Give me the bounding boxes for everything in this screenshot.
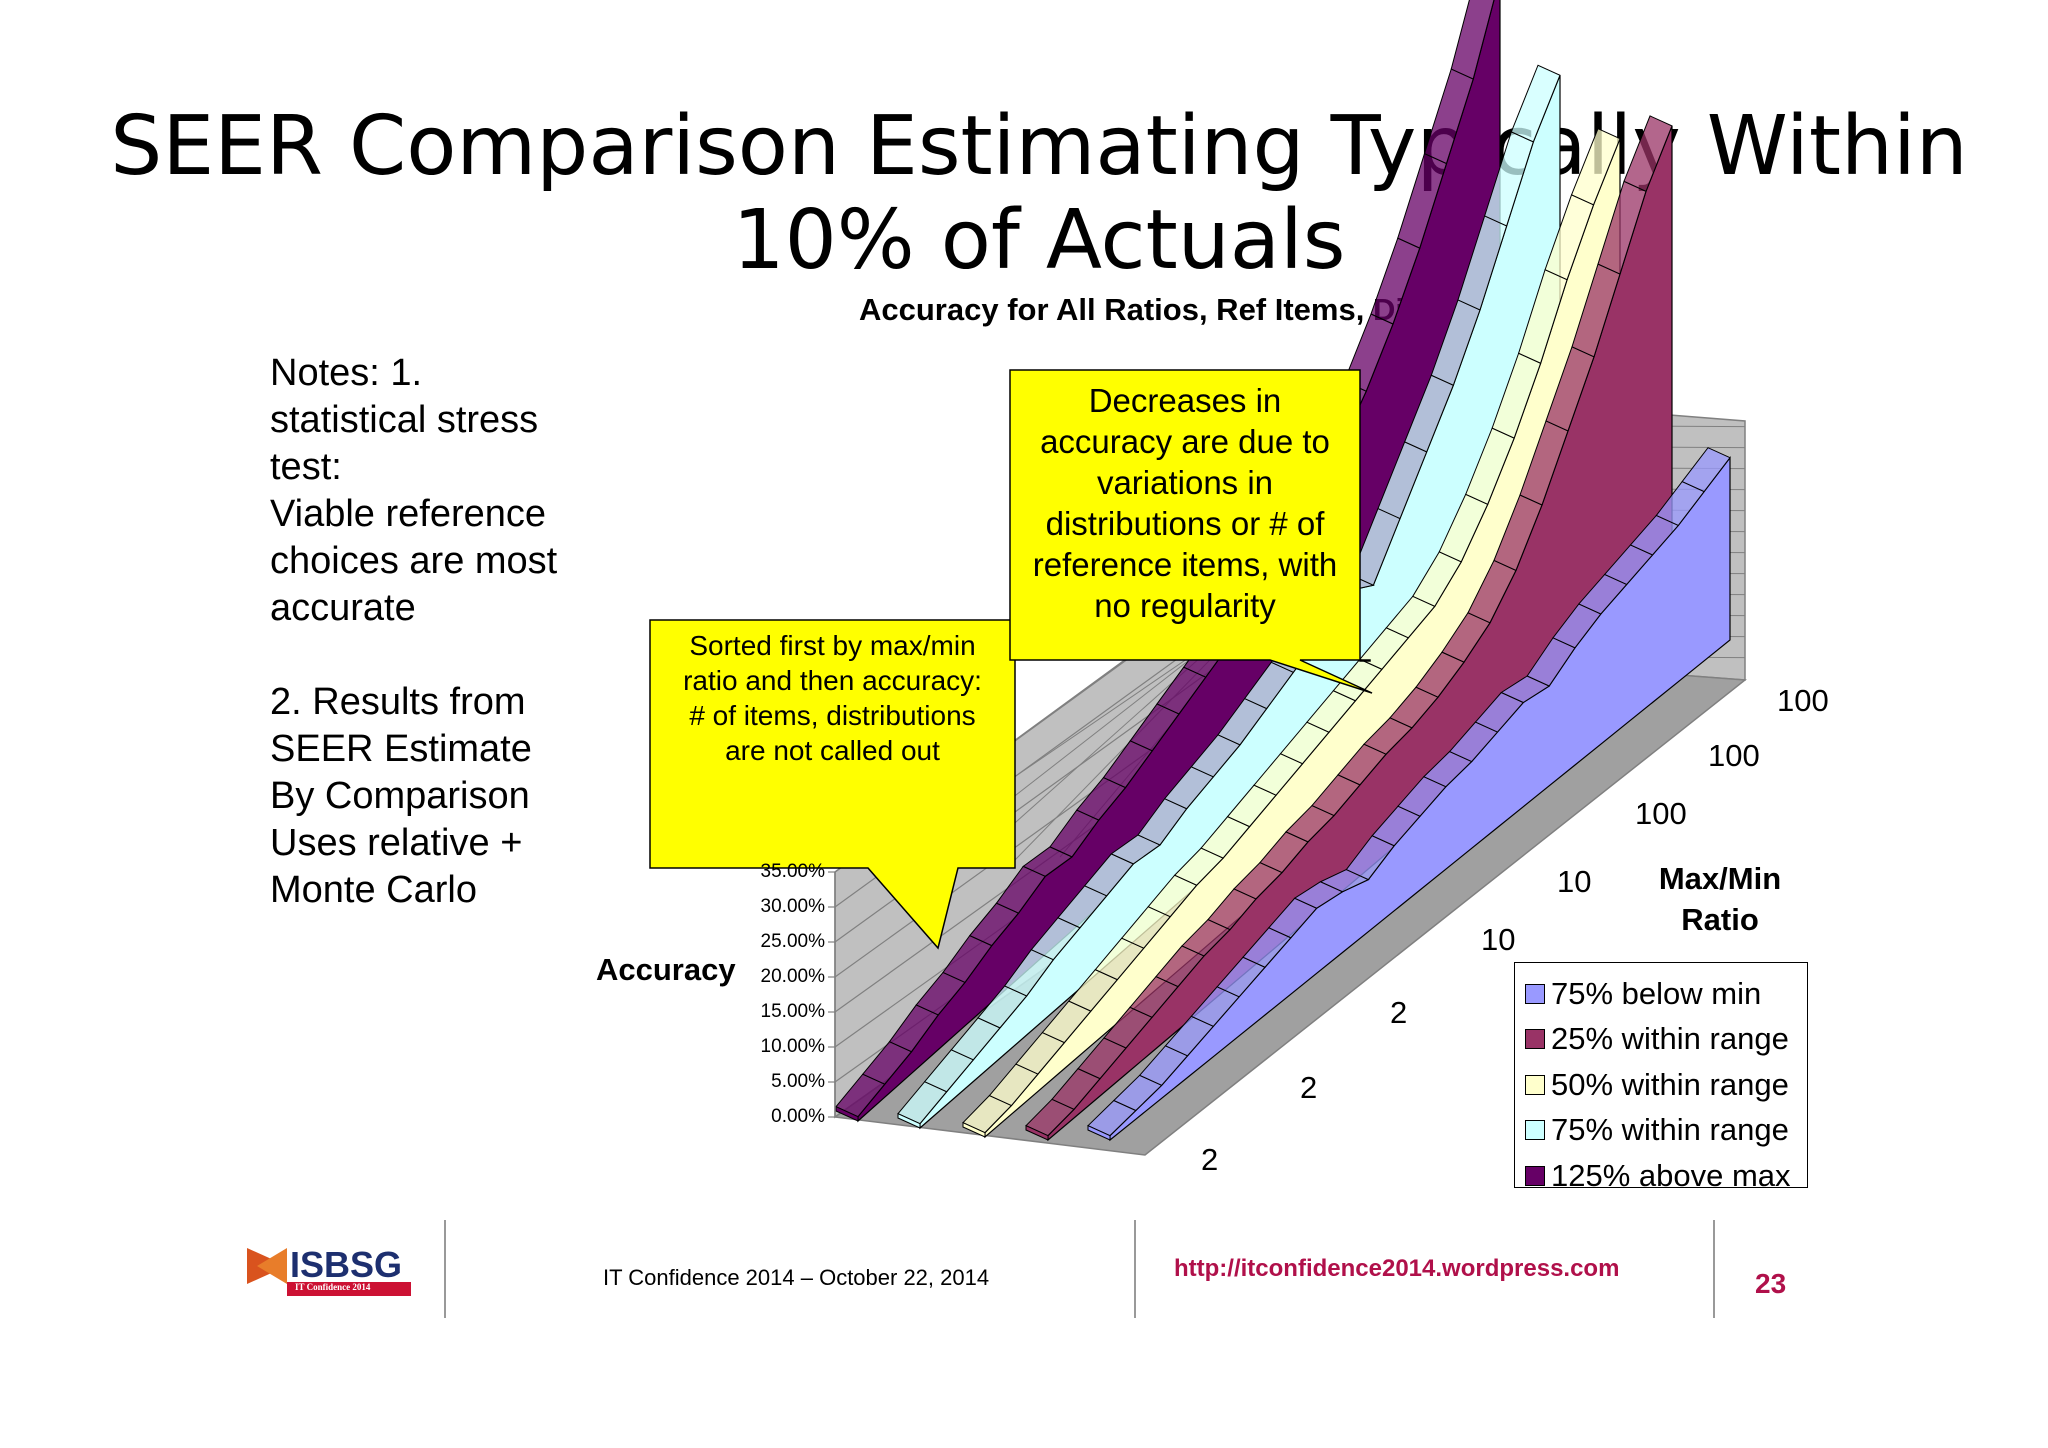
legend-swatch-icon	[1525, 1029, 1545, 1050]
note-line: test:	[270, 446, 342, 488]
note-line: accurate	[270, 587, 416, 629]
series-area	[1087, 447, 1731, 1142]
legend-label: 75% within range	[1551, 1112, 1789, 1148]
note-line: choices are most	[270, 540, 558, 582]
callout-line: no regularity	[1094, 587, 1276, 624]
y-axis-title: Accuracy	[596, 952, 736, 987]
x-tick-label: 100	[1777, 683, 1829, 718]
y-tick-label: 5.00%	[771, 1071, 825, 1092]
y-tick-label: 15.00%	[760, 1001, 825, 1022]
legend-item: 50% within range	[1515, 1062, 1807, 1108]
chart-series-layer	[835, 0, 1731, 1142]
y-tick-label: 10.00%	[760, 1036, 825, 1057]
series-point-23	[1570, 127, 1621, 206]
legend-swatch-icon	[1525, 983, 1545, 1004]
logo-subtext: IT Confidence 2014	[295, 1282, 371, 1292]
notes: Notes: 1. statistical stress test: Viabl…	[270, 350, 557, 914]
title-line-2: 10% of Actuals	[732, 193, 1346, 288]
note-line: By Comparison	[270, 775, 530, 817]
x-axis-title-line: Max/Min	[1658, 861, 1782, 896]
footer-divider	[444, 1220, 446, 1318]
legend-item: 75% within range	[1515, 1108, 1807, 1154]
series-point-23	[1623, 115, 1673, 192]
callout-sorted: Sorted first by max/min ratio and then a…	[655, 628, 1010, 768]
legend-swatch-icon	[1525, 1165, 1545, 1186]
footer-event: IT Confidence 2014 – October 22, 2014	[603, 1265, 990, 1290]
series-point-23	[1510, 64, 1561, 143]
note-line: 2. Results from	[270, 681, 526, 723]
y-tick-label: 20.00%	[760, 966, 825, 987]
legend-label: 50% within range	[1551, 1066, 1789, 1102]
legend-label: 25% within range	[1551, 1021, 1789, 1057]
y-tick-label: 25.00%	[760, 931, 825, 952]
x-tick-label: 2	[1201, 1142, 1219, 1177]
series-end-cap	[835, 1105, 859, 1122]
legend-swatch-icon	[1525, 1120, 1545, 1141]
callout-line: Sorted first by max/min	[689, 630, 976, 661]
series-area	[1025, 115, 1673, 1142]
note-line: Viable reference	[270, 493, 547, 535]
series-end-cap	[962, 1121, 986, 1138]
series-end-cap	[897, 1112, 921, 1129]
legend-item: 125% above max	[1515, 1153, 1807, 1199]
note-line: Uses relative +	[270, 822, 523, 864]
chart-legend: 75% below min 25% within range 50% withi…	[1514, 962, 1808, 1193]
callout-decreases: Decreases in accuracy are due to variati…	[1015, 380, 1355, 626]
legend-item: 25% within range	[1515, 1017, 1807, 1063]
footer-divider	[1713, 1220, 1715, 1318]
legend-label: 125% above max	[1551, 1157, 1791, 1193]
series-end-cap	[1087, 1124, 1111, 1141]
series-end-cap	[1025, 1124, 1049, 1141]
y-axis-ticks	[828, 871, 835, 1118]
callout-line: # of items, distributions	[689, 700, 976, 731]
note-line: SEER Estimate	[270, 728, 532, 770]
x-axis-title: Max/Min Ratio	[1630, 858, 1810, 940]
callout-line: are not called out	[725, 735, 940, 766]
callout-line: reference items, with	[1032, 546, 1338, 583]
y-tick-label: 30.00%	[760, 896, 825, 917]
footer-divider	[1134, 1220, 1136, 1318]
x-tick-label: 2	[1300, 1070, 1318, 1105]
legend-label: 75% below min	[1551, 975, 1762, 1011]
callout-line: variations in	[1096, 464, 1274, 501]
note-line: Monte Carlo	[270, 869, 477, 911]
note-line: Notes: 1.	[270, 352, 423, 394]
callout-line: accuracy are due to	[1040, 423, 1330, 460]
logo-wordmark: ISBSG	[290, 1244, 403, 1285]
y-tick-label: 35.00%	[760, 861, 825, 882]
isbsg-logo	[247, 1248, 411, 1296]
callout-line: ratio and then accuracy:	[683, 665, 982, 696]
callout-sorted-shape	[649, 619, 1016, 950]
series-point-23	[1450, 0, 1495, 80]
note-line: statistical stress	[270, 399, 539, 441]
x-tick-label: 100	[1635, 796, 1687, 831]
x-tick-label: 10	[1481, 922, 1516, 957]
footer-url-link[interactable]: http://itconfidence2014.wordpress.com	[1174, 1255, 1620, 1282]
x-axis-title-line: Ratio	[1681, 902, 1759, 937]
page-number: 23	[1755, 1268, 1787, 1299]
legend-item: 75% below min	[1515, 971, 1807, 1017]
legend-swatch-icon	[1525, 1074, 1545, 1095]
callout-decreases-shape	[1009, 369, 1373, 694]
series-point-23	[1681, 447, 1731, 493]
x-tick-label: 100	[1708, 738, 1760, 773]
callout-line: distributions or # of	[1045, 505, 1325, 542]
x-tick-label: 10	[1557, 864, 1592, 899]
callout-line: Decreases in	[1088, 382, 1282, 419]
y-tick-label: 0.00%	[771, 1106, 825, 1127]
x-tick-label: 2	[1390, 995, 1408, 1030]
